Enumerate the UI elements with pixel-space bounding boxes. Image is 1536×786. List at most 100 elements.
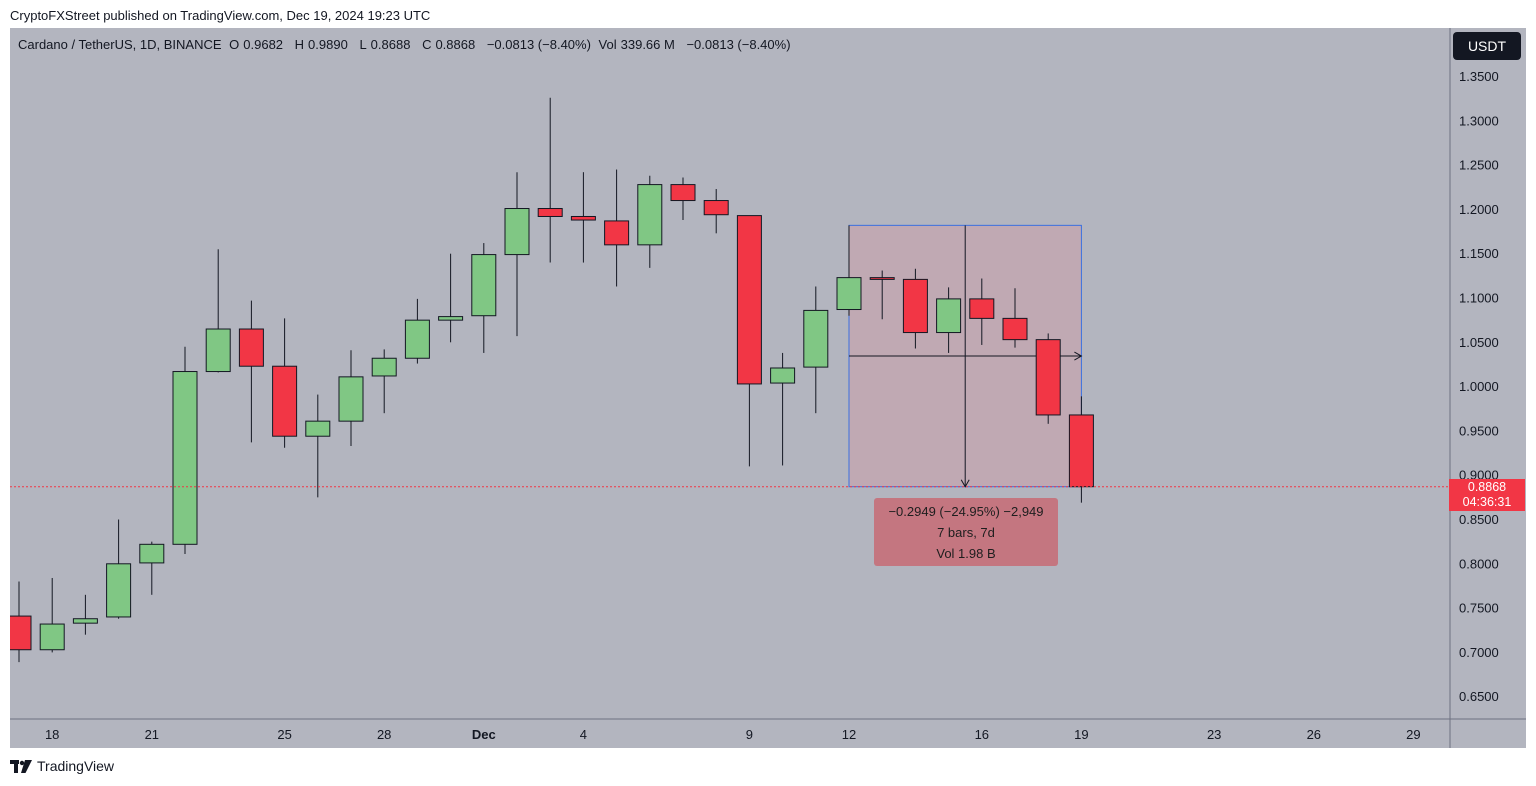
candle <box>238 300 264 443</box>
candle-body <box>537 208 563 217</box>
time-tick-label: 28 <box>377 727 391 742</box>
candle <box>770 352 796 466</box>
candle <box>205 249 231 373</box>
time-tick-label: 16 <box>975 727 989 742</box>
candle <box>371 349 397 414</box>
measure-right-arrowhead <box>1074 351 1083 361</box>
price-tick-label: 1.1500 <box>1459 246 1499 261</box>
candle-body <box>1002 317 1028 341</box>
price-tick-label: 1.2000 <box>1459 202 1499 217</box>
candle <box>10 581 32 663</box>
candle <box>637 175 663 268</box>
candle <box>969 278 995 345</box>
tradingview-logo-icon[interactable] <box>10 759 32 773</box>
volume-change-value: −0.0813 (−8.40%) <box>686 37 791 52</box>
bar-countdown: 04:36:31 <box>1462 495 1512 509</box>
candle-body <box>205 328 231 373</box>
candle <box>504 172 530 337</box>
candle-body <box>1035 339 1061 416</box>
time-tick-label: 18 <box>45 727 59 742</box>
candle-body <box>1068 414 1094 488</box>
time-tick-label: 9 <box>746 727 753 742</box>
measure-info-box: −0.2949 (−24.95%) −2,949 7 bars, 7d Vol … <box>874 498 1058 566</box>
time-tick-label: 4 <box>580 727 587 742</box>
change-value: −0.0813 (−8.40%) <box>486 37 591 52</box>
symbol-legend: Cardano / TetherUS, 1D, BINANCE O 0.9682 … <box>18 37 795 52</box>
candle-body <box>504 208 530 256</box>
candle <box>139 541 165 595</box>
price-tick-label: 0.9000 <box>1459 468 1499 483</box>
candle-body <box>39 623 65 651</box>
candle <box>471 243 497 353</box>
price-tick-label: 0.8000 <box>1459 556 1499 571</box>
footer: TradingView <box>10 758 114 774</box>
candle-body <box>637 184 663 246</box>
candle <box>670 177 696 221</box>
candle <box>902 268 928 349</box>
candle <box>736 215 762 467</box>
chart-area[interactable]: 1.3500 1.3000 1.2500 1.2000 1.1500 1.1000 1.05… <box>10 28 1526 748</box>
price-tick-label: 1.3000 <box>1459 113 1499 128</box>
candle <box>172 346 198 555</box>
candle <box>438 253 464 343</box>
candle-body <box>371 357 397 377</box>
price-tick-label: 0.6500 <box>1459 689 1499 704</box>
candle-body <box>10 615 32 651</box>
last-price-tag: 0.8868 04:36:31 <box>1449 479 1525 511</box>
candle <box>537 97 563 263</box>
candle-body <box>770 367 796 384</box>
price-tick-label: 0.7000 <box>1459 645 1499 660</box>
high-value: H 0.9890 <box>294 37 348 52</box>
symbol-name[interactable]: Cardano / TetherUS, 1D, BINANCE <box>18 37 222 52</box>
price-tick-label: 1.3500 <box>1459 69 1499 84</box>
candle <box>570 172 596 263</box>
candle <box>1035 333 1061 424</box>
candle-body <box>471 254 497 317</box>
candle-body <box>803 309 829 368</box>
candle <box>836 225 862 316</box>
candle-body <box>869 277 895 280</box>
candle-body <box>404 319 430 359</box>
candle-body <box>139 543 165 564</box>
candle <box>1068 396 1094 503</box>
price-tick-label: 1.2500 <box>1459 158 1499 173</box>
candle-body <box>703 200 729 216</box>
price-tick-label: 1.1000 <box>1459 291 1499 306</box>
candle-body <box>936 298 962 334</box>
time-tick-label: 25 <box>277 727 291 742</box>
candle <box>1002 288 1028 348</box>
candle <box>72 594 98 635</box>
candle <box>39 577 65 653</box>
candle <box>803 286 829 414</box>
time-axis-background <box>10 719 1526 748</box>
price-tick-label: 0.8500 <box>1459 512 1499 527</box>
price-axis-ticks: 1.3500 1.3000 1.2500 1.2000 1.1500 1.1000 1.05… <box>1459 69 1499 704</box>
footer-brand[interactable]: TradingView <box>37 758 115 774</box>
time-tick-label: 26 <box>1307 727 1321 742</box>
close-value: C 0.8868 <box>422 37 476 52</box>
candle <box>869 270 895 320</box>
candle-body <box>969 298 995 319</box>
candle-body <box>836 277 862 311</box>
candle <box>604 169 630 287</box>
last-price-value: 0.8868 <box>1467 480 1507 494</box>
candle-body <box>106 563 132 618</box>
candlestick-chart[interactable]: 1.3500 1.3000 1.2500 1.2000 1.1500 1.1000 1.05… <box>10 28 1526 748</box>
candle-body <box>902 278 928 334</box>
time-tick-label: 29 <box>1406 727 1420 742</box>
price-tick-label: 0.7500 <box>1459 601 1499 616</box>
measure-volume: Vol 1.98 B <box>936 546 996 561</box>
volume-value: Vol 339.66 M <box>598 37 675 52</box>
time-tick-label: Dec <box>472 727 496 742</box>
candle-body <box>570 215 596 221</box>
low-value: L 0.8688 <box>359 37 411 52</box>
price-tick-label: 0.9500 <box>1459 423 1499 438</box>
candle-body <box>670 184 696 202</box>
time-axis-ticks: 18 21 25 28 Dec 4 9 12 16 19 23 26 29 <box>45 727 1421 742</box>
currency-button[interactable]: USDT <box>1453 32 1521 60</box>
candle-body <box>736 215 762 385</box>
candle-body <box>172 371 198 545</box>
candles <box>10 97 1094 663</box>
candle <box>272 318 298 448</box>
candle <box>106 519 132 619</box>
